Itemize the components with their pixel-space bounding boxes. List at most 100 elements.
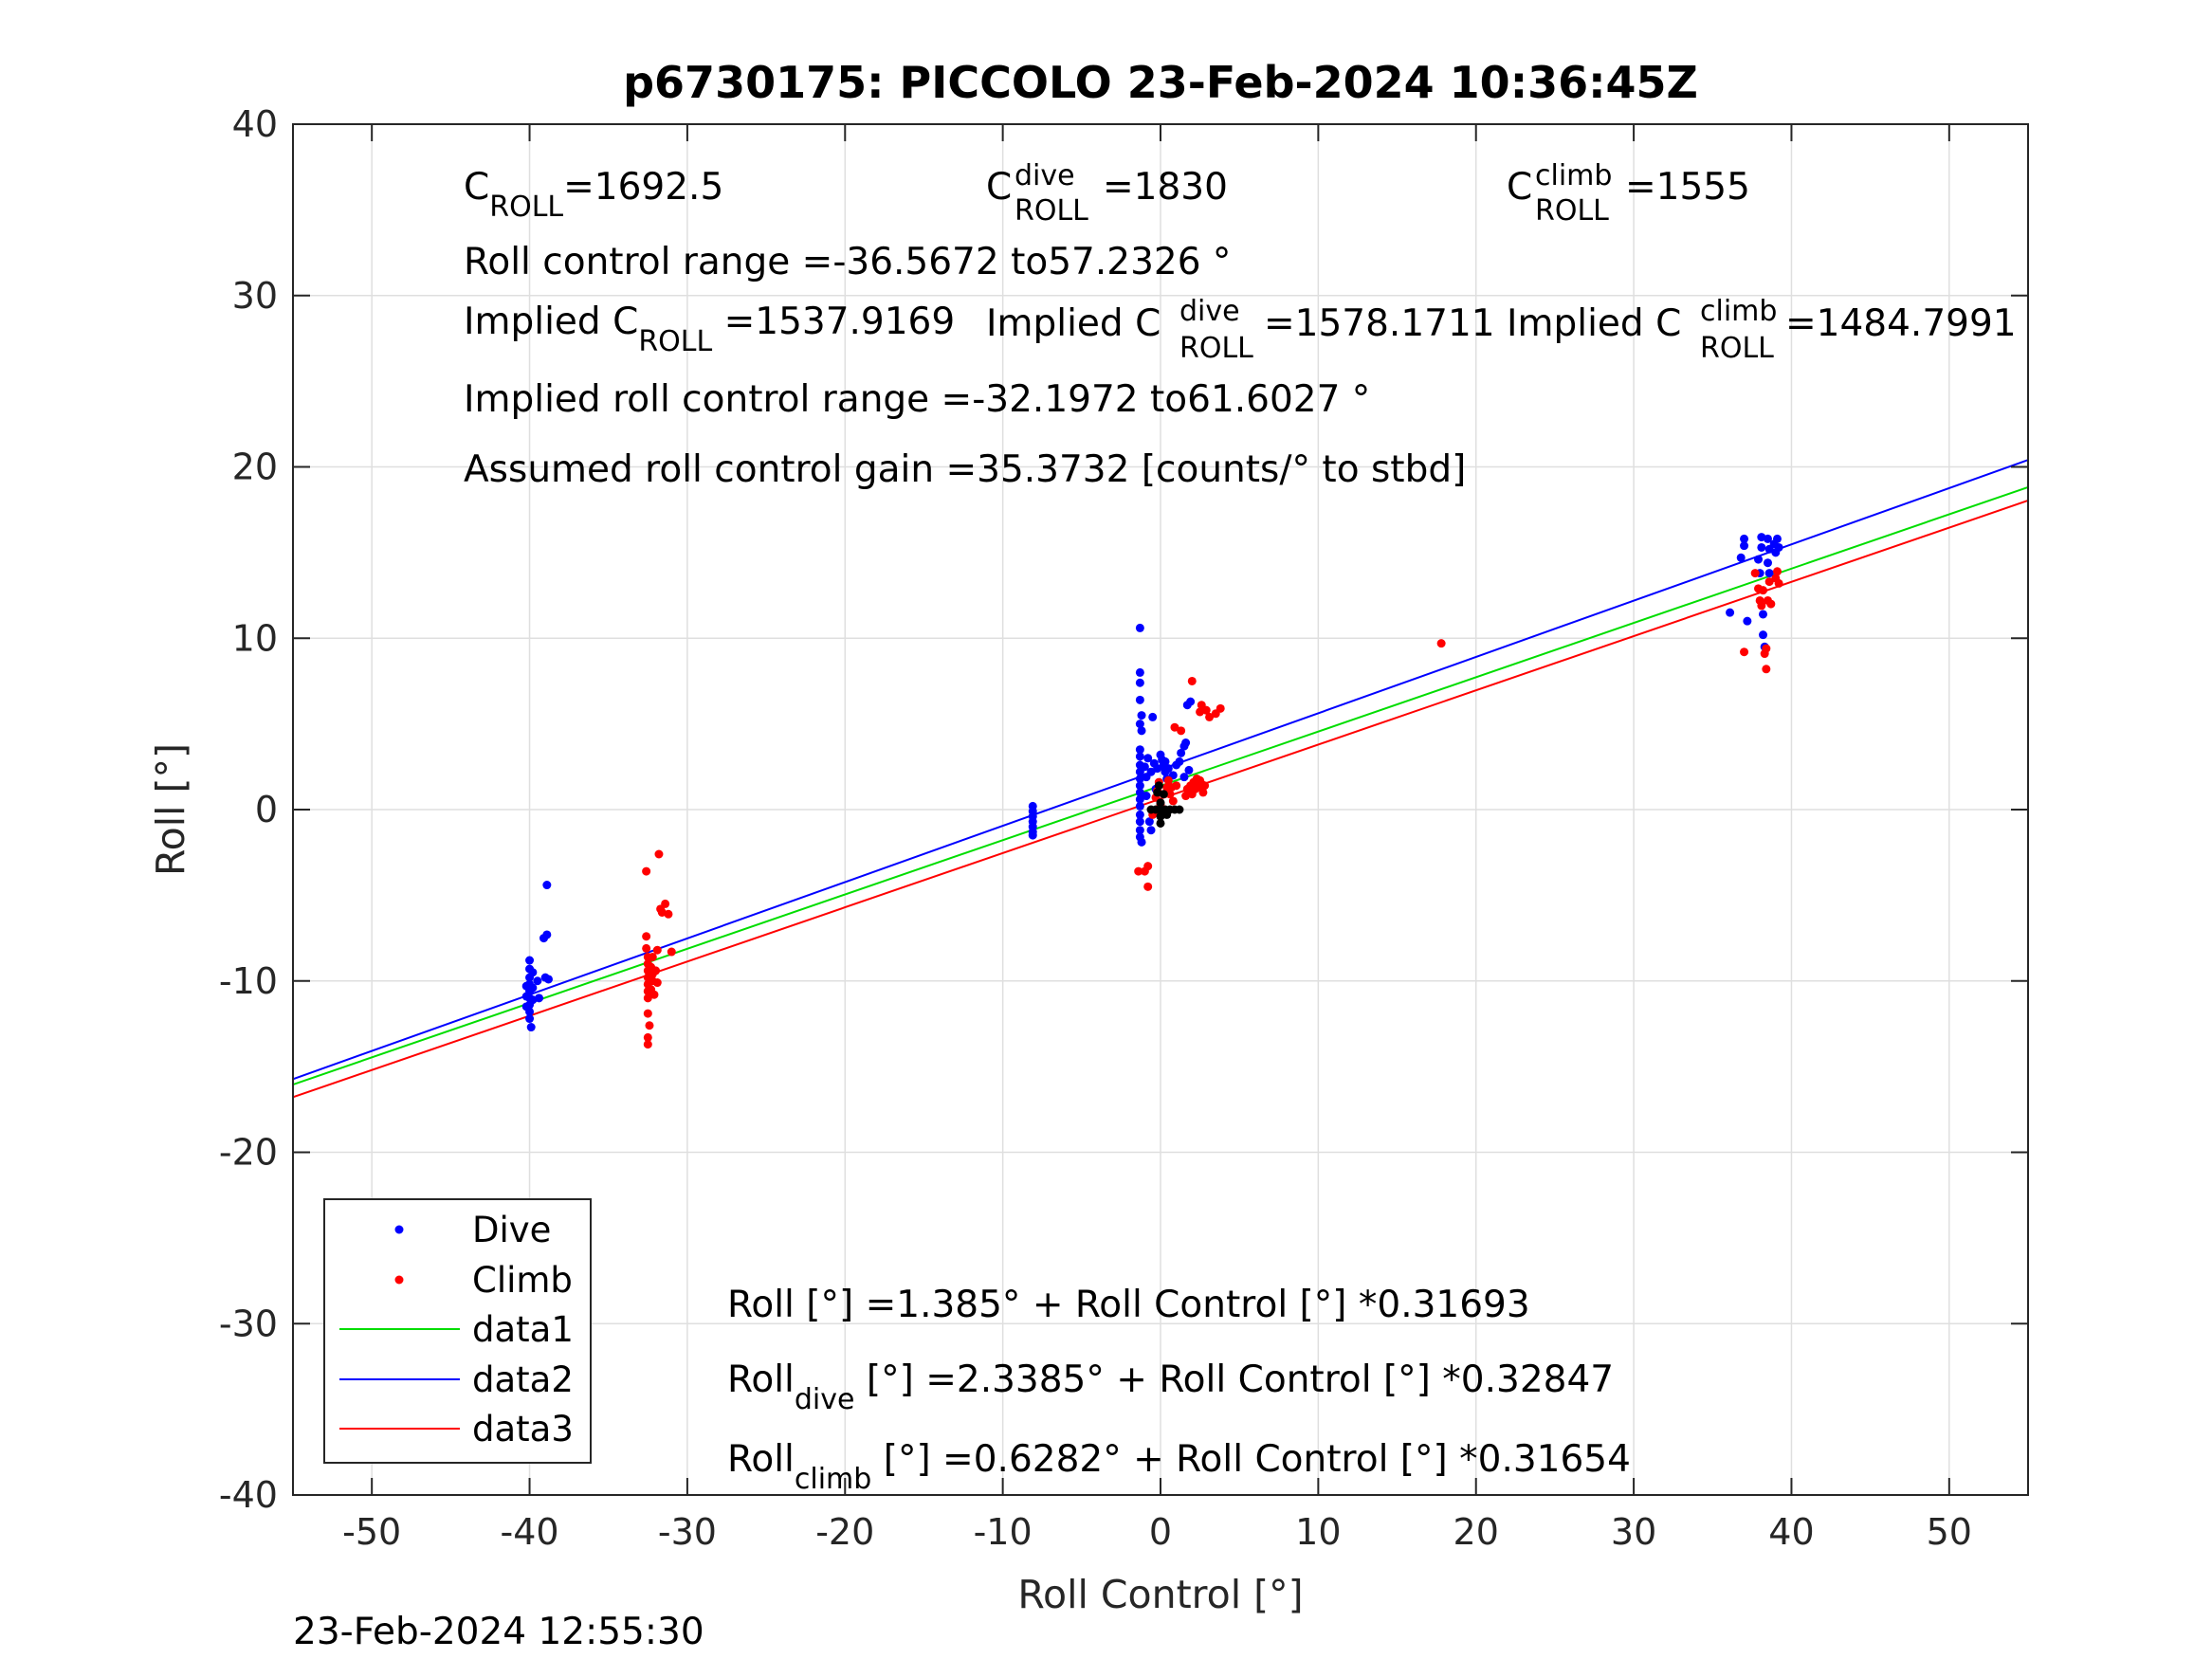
point-climb bbox=[1170, 722, 1179, 732]
chart-title: p6730175: PICCOLO 23-Feb-2024 10:36:45Z bbox=[623, 57, 1698, 108]
point-dive bbox=[1163, 764, 1173, 774]
svg-text:Implied C: Implied C bbox=[986, 302, 1161, 345]
point-dive bbox=[1135, 810, 1144, 819]
point-dive bbox=[1179, 773, 1189, 782]
point-climb bbox=[1198, 788, 1208, 797]
annotation-gain: Assumed roll control gain =35.3732 [coun… bbox=[464, 448, 1466, 491]
svg-text:climb: climb bbox=[1535, 159, 1612, 192]
point-dive bbox=[526, 1023, 536, 1032]
point-climb bbox=[1762, 665, 1771, 674]
point-climb bbox=[1134, 866, 1143, 876]
point-climb bbox=[1143, 882, 1153, 891]
point-climb bbox=[1216, 703, 1225, 713]
point-climb bbox=[1201, 705, 1211, 715]
axis-ticks bbox=[293, 123, 2028, 1496]
point-climb bbox=[643, 994, 652, 1003]
point-climb bbox=[1205, 712, 1215, 721]
point-marker bbox=[1162, 810, 1172, 819]
point-dive bbox=[1137, 726, 1146, 736]
point-marker bbox=[1156, 818, 1165, 828]
y-tick-label: -20 bbox=[219, 1132, 278, 1174]
point-climb bbox=[648, 952, 657, 961]
point-marker bbox=[1175, 805, 1184, 814]
point-dive bbox=[1743, 616, 1752, 626]
x-axis-label: Roll Control [°] bbox=[1017, 1572, 1303, 1617]
svg-text:dive: dive bbox=[1015, 159, 1075, 192]
point-dive bbox=[521, 1002, 531, 1012]
point-climb bbox=[1766, 599, 1776, 609]
x-tick-label: 0 bbox=[1149, 1511, 1172, 1553]
point-climb bbox=[1143, 862, 1153, 871]
x-tick-label: -20 bbox=[815, 1511, 874, 1553]
equation-dive: Rolldive [°] =2.3385° + Roll Control [°]… bbox=[727, 1358, 1614, 1416]
point-dive bbox=[1754, 555, 1764, 564]
point-climb bbox=[1750, 569, 1760, 578]
svg-text:=1830: =1830 bbox=[1103, 166, 1228, 209]
annotation-implied-range: Implied roll control range =-32.1972 to6… bbox=[464, 378, 1370, 421]
point-dive bbox=[1135, 695, 1144, 704]
svg-text:=1578.1711: =1578.1711 bbox=[1264, 302, 1495, 345]
point-dive bbox=[542, 881, 552, 890]
legend: Dive Climb data1 data2 data3 bbox=[323, 1198, 592, 1464]
svg-text:=1555: =1555 bbox=[1625, 166, 1750, 209]
scatter-points bbox=[521, 533, 1783, 1049]
point-climb bbox=[642, 943, 651, 953]
point-dive bbox=[1184, 765, 1194, 775]
point-dive bbox=[1740, 541, 1749, 551]
point-climb bbox=[643, 1009, 652, 1018]
point-dive bbox=[1028, 830, 1037, 840]
point-dive bbox=[1764, 534, 1772, 543]
svg-text:C: C bbox=[986, 166, 1012, 209]
point-dive bbox=[1772, 534, 1782, 543]
point-climb bbox=[1172, 781, 1181, 791]
legend-label: data1 bbox=[472, 1309, 574, 1350]
point-climb bbox=[1759, 586, 1768, 595]
point-climb bbox=[642, 932, 651, 941]
point-dive bbox=[1135, 794, 1144, 804]
legend-marker-dive bbox=[394, 1225, 404, 1234]
point-climb bbox=[652, 945, 662, 955]
y-tick-label: -40 bbox=[219, 1474, 278, 1516]
point-climb bbox=[1187, 676, 1197, 685]
point-dive bbox=[1740, 534, 1749, 543]
svg-text:dive: dive bbox=[1179, 295, 1240, 328]
point-dive bbox=[1764, 569, 1774, 578]
y-axis-label: Roll [°] bbox=[148, 743, 193, 876]
point-dive bbox=[1137, 837, 1146, 847]
point-marker bbox=[1154, 781, 1163, 791]
point-dive bbox=[521, 981, 531, 991]
point-climb bbox=[1177, 726, 1186, 736]
point-dive bbox=[1137, 711, 1146, 720]
point-dive bbox=[1135, 745, 1144, 755]
point-dive bbox=[1175, 757, 1184, 766]
x-tick-label: 10 bbox=[1295, 1511, 1341, 1553]
x-tick-label: 30 bbox=[1611, 1511, 1656, 1553]
legend-box bbox=[323, 1198, 592, 1464]
legend-label: data2 bbox=[472, 1359, 574, 1400]
x-tick-label: -40 bbox=[501, 1511, 559, 1553]
svg-text:=1484.7991: =1484.7991 bbox=[1785, 302, 2017, 345]
annotation-c-roll-climb: C climb ROLL =1555 bbox=[1507, 159, 1750, 228]
tick-labels: -50 -40 -30 -20 -10 0 10 20 30 40 50 -40 -30 -20 -10 0 1… bbox=[219, 103, 1972, 1553]
point-dive bbox=[1135, 667, 1144, 677]
legend-label: data3 bbox=[472, 1409, 574, 1449]
point-climb bbox=[1764, 577, 1774, 587]
point-dive bbox=[1135, 817, 1144, 827]
annotation-c-roll-dive: C dive ROLL =1830 bbox=[986, 159, 1228, 228]
point-climb bbox=[645, 1021, 654, 1030]
point-climb bbox=[1740, 647, 1749, 657]
point-dive bbox=[1736, 553, 1746, 562]
point-dive bbox=[1140, 762, 1149, 772]
point-dive bbox=[1135, 623, 1144, 632]
point-climb bbox=[1757, 601, 1766, 611]
annotation-implied-c-roll: Implied CROLL =1537.9169 bbox=[464, 301, 955, 358]
point-dive bbox=[1144, 817, 1154, 827]
point-climb bbox=[1165, 790, 1175, 799]
point-dive bbox=[1759, 610, 1768, 619]
y-tick-label: 40 bbox=[232, 103, 278, 145]
y-tick-label: -10 bbox=[219, 960, 278, 1002]
point-dive bbox=[1757, 542, 1766, 552]
svg-text:Implied C: Implied C bbox=[1507, 302, 1681, 345]
x-tick-label: 50 bbox=[1927, 1511, 1972, 1553]
